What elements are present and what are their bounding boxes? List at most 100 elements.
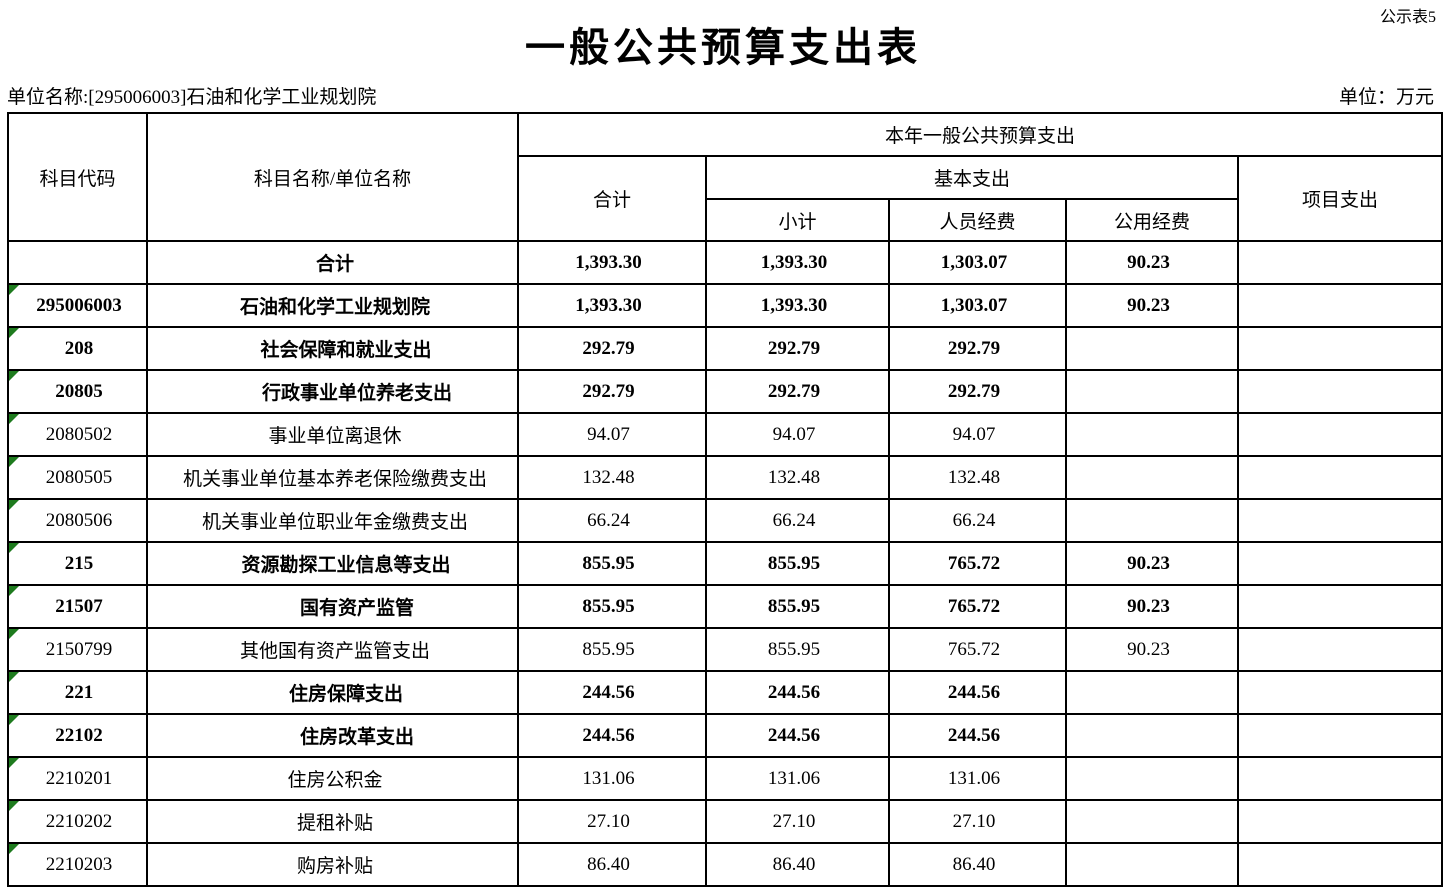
cell-code: 2210203 <box>7 842 148 887</box>
table-row: 221 住房保障支出 244.56 244.56 244.56 <box>7 670 1444 715</box>
cell-total: 1,393.30 <box>517 283 707 328</box>
cell-personnel: 292.79 <box>888 326 1067 371</box>
cell-name: 国有资产监管 <box>146 584 519 629</box>
header-code: 科目代码 <box>7 112 148 242</box>
cell-name: 提租补贴 <box>146 799 519 844</box>
cell-public: 90.23 <box>1065 283 1239 328</box>
cell-personnel: 244.56 <box>888 713 1067 758</box>
cell-personnel: 765.72 <box>888 627 1067 672</box>
page-title: 一般公共预算支出表 <box>525 25 921 70</box>
cell-subtotal: 27.10 <box>705 799 890 844</box>
cell-total: 131.06 <box>517 756 707 801</box>
cell-name: 住房公积金 <box>146 756 519 801</box>
cell-personnel: 131.06 <box>888 756 1067 801</box>
green-triangle-icon <box>10 329 19 338</box>
cell-name: 资源勘探工业信息等支出 <box>146 541 519 586</box>
cell-personnel: 66.24 <box>888 498 1067 543</box>
header-subtotal: 小计 <box>705 198 890 242</box>
cell-code: 2080506 <box>7 498 148 543</box>
header-project: 项目支出 <box>1236 155 1444 242</box>
cell-public <box>1065 326 1239 371</box>
cell-project <box>1236 326 1444 371</box>
cell-project <box>1236 584 1444 629</box>
cell-name: 购房补贴 <box>146 842 519 887</box>
cell-total: 855.95 <box>517 541 707 586</box>
cell-name: 机关事业单位职业年金缴费支出 <box>146 498 519 543</box>
table-row: 2210203 购房补贴 86.40 86.40 86.40 <box>7 842 1444 887</box>
cell-total: 292.79 <box>517 369 707 414</box>
green-triangle-icon <box>10 544 19 553</box>
budget-table-body: 合计 1,393.30 1,393.30 1,303.07 90.23 295006003… <box>7 240 1444 887</box>
budget-table-header: 科目代码 科目名称/单位名称 本年一般公共预算支出 合计 基本支出 项目支出 小… <box>7 112 1444 242</box>
cell-public <box>1065 369 1239 414</box>
cell-subtotal: 292.79 <box>705 369 890 414</box>
cell-code <box>7 240 148 285</box>
green-triangle-icon <box>10 630 19 639</box>
green-triangle-icon <box>10 587 19 596</box>
table-row: 20805 行政事业单位养老支出 292.79 292.79 292.79 <box>7 369 1444 414</box>
cell-project <box>1236 369 1444 414</box>
header-personnel: 人员经费 <box>888 198 1067 242</box>
cell-name: 行政事业单位养老支出 <box>146 369 519 414</box>
cell-public: 90.23 <box>1065 627 1239 672</box>
cell-subtotal: 244.56 <box>705 713 890 758</box>
table-row: 2210201 住房公积金 131.06 131.06 131.06 <box>7 756 1444 801</box>
green-triangle-icon <box>10 802 19 811</box>
cell-public <box>1065 756 1239 801</box>
green-triangle-icon <box>10 845 19 854</box>
cell-personnel: 94.07 <box>888 412 1067 457</box>
cell-code: 215 <box>7 541 148 586</box>
cell-public: 90.23 <box>1065 541 1239 586</box>
table-row: 208 社会保障和就业支出 292.79 292.79 292.79 <box>7 326 1444 371</box>
table-row: 215 资源勘探工业信息等支出 855.95 855.95 765.72 90.23 <box>7 541 1444 586</box>
cell-code: 208 <box>7 326 148 371</box>
green-triangle-icon <box>10 759 19 768</box>
cell-project <box>1236 713 1444 758</box>
cell-subtotal: 131.06 <box>705 756 890 801</box>
cell-code: 2150799 <box>7 627 148 672</box>
green-triangle-icon <box>10 415 19 424</box>
budget-table: 科目代码 科目名称/单位名称 本年一般公共预算支出 合计 基本支出 项目支出 小… <box>7 112 1444 887</box>
header-name: 科目名称/单位名称 <box>146 112 519 242</box>
cell-personnel: 765.72 <box>888 584 1067 629</box>
cell-public <box>1065 498 1239 543</box>
unit-of-measure-label: 单位：万元 <box>1338 87 1434 108</box>
cell-subtotal: 855.95 <box>705 541 890 586</box>
cell-project <box>1236 627 1444 672</box>
cell-code: 2210201 <box>7 756 148 801</box>
cell-personnel: 86.40 <box>888 842 1067 887</box>
cell-name: 其他国有资产监管支出 <box>146 627 519 672</box>
cell-public <box>1065 412 1239 457</box>
cell-total: 244.56 <box>517 713 707 758</box>
cell-subtotal: 86.40 <box>705 842 890 887</box>
cell-code: 295006003 <box>7 283 148 328</box>
cell-personnel: 1,303.07 <box>888 283 1067 328</box>
cell-public <box>1065 713 1239 758</box>
table-row: 2080505 机关事业单位基本养老保险缴费支出 132.48 132.48 132.4… <box>7 455 1444 500</box>
header-current-year: 本年一般公共预算支出 <box>516 112 1444 157</box>
cell-project <box>1236 498 1444 543</box>
cell-project <box>1236 455 1444 500</box>
cell-total: 1,393.30 <box>517 240 707 285</box>
green-triangle-icon <box>10 458 19 467</box>
corner-sheet-label: 公示表5 <box>1379 9 1436 26</box>
cell-project <box>1236 842 1444 887</box>
cell-code: 2210202 <box>7 799 148 844</box>
table-subheader: 单位名称:[295006003]石油和化学工业规划院 单位：万元 <box>7 86 1434 110</box>
green-triangle-icon <box>10 501 19 510</box>
table-row: 295006003 石油和化学工业规划院 1,393.30 1,393.30 1,303… <box>7 283 1444 328</box>
cell-name: 合计 <box>146 240 519 285</box>
header-basic: 基本支出 <box>705 155 1239 200</box>
cell-name: 事业单位离退休 <box>146 412 519 457</box>
cell-personnel: 765.72 <box>888 541 1067 586</box>
cell-total: 855.95 <box>517 627 707 672</box>
green-triangle-icon <box>10 372 19 381</box>
table-row: 21507 国有资产监管 855.95 855.95 765.72 90.23 <box>7 584 1444 629</box>
cell-personnel: 132.48 <box>888 455 1067 500</box>
cell-subtotal: 132.48 <box>705 455 890 500</box>
cell-subtotal: 66.24 <box>705 498 890 543</box>
cell-total: 27.10 <box>517 799 707 844</box>
cell-project <box>1236 799 1444 844</box>
cell-name: 石油和化学工业规划院 <box>146 283 519 328</box>
